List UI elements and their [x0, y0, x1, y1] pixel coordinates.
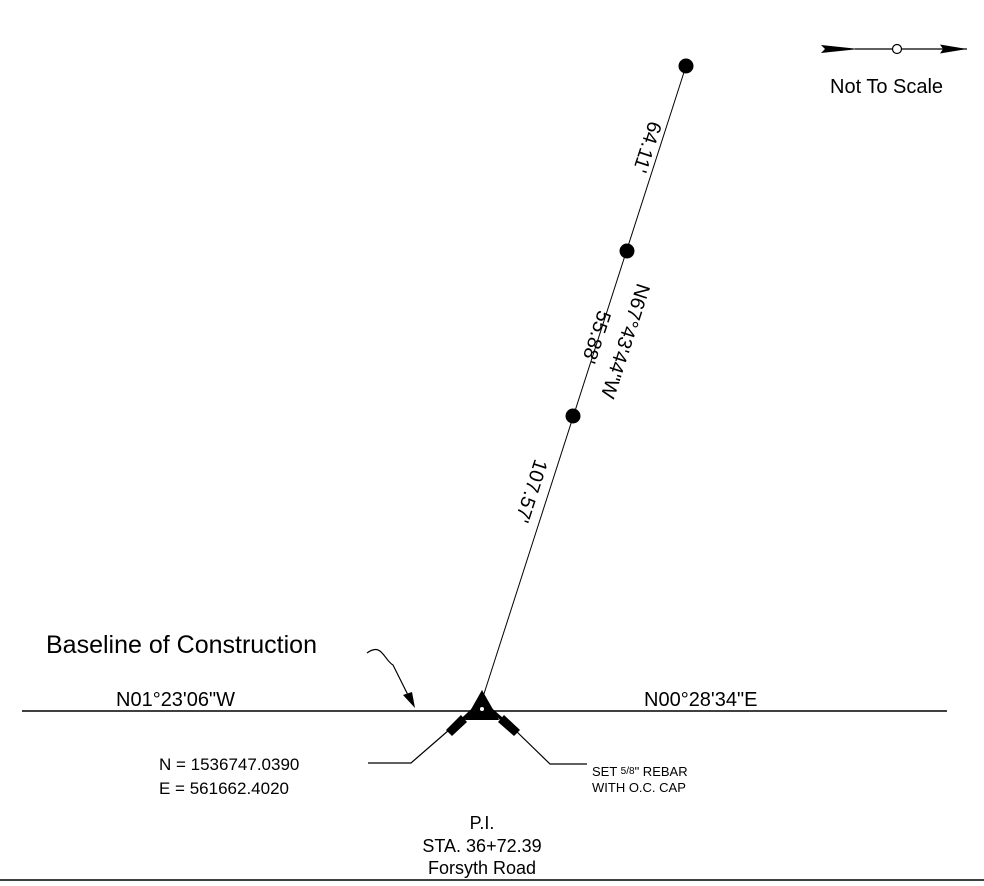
baseline-leader-arrow	[403, 692, 415, 708]
not-to-scale-note: Not To Scale	[830, 76, 943, 98]
survey-point-1	[678, 58, 694, 74]
monument-note-leader	[514, 729, 587, 765]
north-arrow-icon	[821, 43, 967, 55]
monument-note-line-2: WITH O.C. CAP	[592, 780, 686, 795]
bearing-left: N01°23'06"W	[116, 689, 235, 711]
survey-point-2	[619, 243, 635, 259]
baseline-leader	[366, 648, 410, 698]
bearing-right: N00°28'34"E	[644, 689, 757, 711]
coordinates-leader	[368, 729, 450, 764]
rebar-size-fraction: 5/8	[621, 766, 635, 777]
survey-point-3	[565, 408, 581, 424]
segment-distance-1: 107.57'	[510, 457, 551, 526]
baseline-label: Baseline of Construction	[46, 631, 317, 659]
monument-note-line-1: SET 5/8" REBAR	[592, 764, 688, 779]
pi-east-coordinate: E = 561662.4020	[159, 779, 289, 798]
offset-line	[481, 65, 687, 701]
pi-road-name: Forsyth Road	[428, 858, 536, 878]
pi-station: STA. 36+72.39	[422, 836, 541, 856]
pi-monument-icon	[446, 690, 520, 736]
pi-title: P.I.	[470, 813, 495, 833]
pi-north-coordinate: N = 1536747.0390	[159, 755, 299, 774]
